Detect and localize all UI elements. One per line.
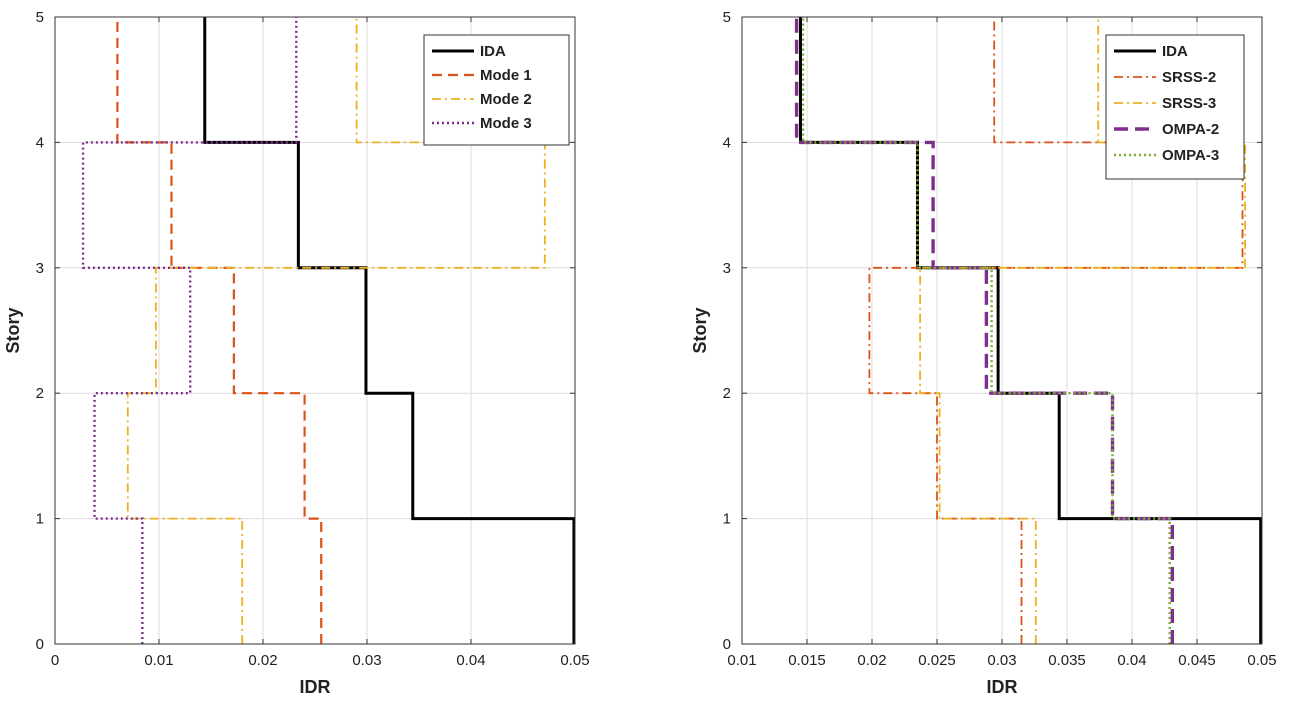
x-tick-label: 0.045 bbox=[1178, 652, 1216, 669]
axes-box bbox=[741, 16, 1263, 645]
axes-box bbox=[54, 16, 576, 645]
y-tick-label: 3 bbox=[723, 260, 731, 277]
y-tick-label: 0 bbox=[36, 636, 44, 653]
chart-panel-2: 0.01 0.015 0.02 0.025 0.03 0.035 0.04 0.045 0.05… bbox=[690, 9, 1277, 697]
legend-label: Mode 3 bbox=[480, 115, 532, 132]
x-tick-label: 0.03 bbox=[352, 652, 381, 669]
y-tick-label: 5 bbox=[36, 9, 44, 26]
y-tick-label: 3 bbox=[36, 260, 44, 277]
legend-label: OMPA-3 bbox=[1162, 147, 1219, 164]
y-tick-label: 2 bbox=[723, 385, 731, 402]
legend-label: SRSS-2 bbox=[1162, 69, 1216, 86]
series-line-mode-1 bbox=[116, 17, 323, 644]
y-tick-label: 4 bbox=[723, 134, 731, 151]
y-tick-label: 5 bbox=[723, 9, 731, 26]
x-tick-label: 0.03 bbox=[987, 652, 1016, 669]
y-tick-label: 2 bbox=[36, 385, 44, 402]
legend-label: Mode 2 bbox=[480, 91, 532, 108]
x-tick-label: 0.05 bbox=[1247, 652, 1276, 669]
legend-label: IDA bbox=[1162, 43, 1188, 60]
y-axis-label: Story bbox=[690, 307, 710, 353]
x-tick-label: 0.01 bbox=[144, 652, 173, 669]
x-tick-label: 0.04 bbox=[1117, 652, 1146, 669]
x-tick-label: 0.02 bbox=[857, 652, 886, 669]
y-tick-label: 4 bbox=[36, 134, 44, 151]
x-tick-label: 0.025 bbox=[918, 652, 956, 669]
x-tick-label: 0.04 bbox=[456, 652, 485, 669]
x-tick-label: 0.01 bbox=[727, 652, 756, 669]
chart-panel-1: 0 0.01 0.02 0.03 0.04 0.05 0 1 2 3 4 5 IDR Story IDA Mo… bbox=[3, 9, 590, 697]
x-tick-label: 0.05 bbox=[560, 652, 589, 669]
x-axis-label: IDR bbox=[300, 677, 331, 697]
x-tick-label: 0.035 bbox=[1048, 652, 1086, 669]
y-axis-label: Story bbox=[3, 307, 23, 353]
legend: IDA Mode 1 Mode 2 Mode 3 bbox=[423, 34, 570, 146]
legend-box bbox=[423, 34, 570, 146]
x-axis-label: IDR bbox=[987, 677, 1018, 697]
x-tick-label: 0.02 bbox=[248, 652, 277, 669]
y-tick-label: 0 bbox=[723, 636, 731, 653]
y-tick-label: 1 bbox=[36, 511, 44, 528]
legend-label: Mode 1 bbox=[480, 67, 532, 84]
x-tick-label: 0 bbox=[51, 652, 59, 669]
y-tick-label: 1 bbox=[723, 511, 731, 528]
legend-label: OMPA-2 bbox=[1162, 121, 1219, 138]
legend-label: SRSS-3 bbox=[1162, 95, 1216, 112]
legend: IDA SRSS-2 SRSS-3 OMPA-2 OMPA-3 bbox=[1105, 34, 1245, 180]
x-tick-label: 0.015 bbox=[788, 652, 826, 669]
series-line-ompa-3 bbox=[801, 17, 1171, 644]
legend-label: IDA bbox=[480, 43, 506, 60]
